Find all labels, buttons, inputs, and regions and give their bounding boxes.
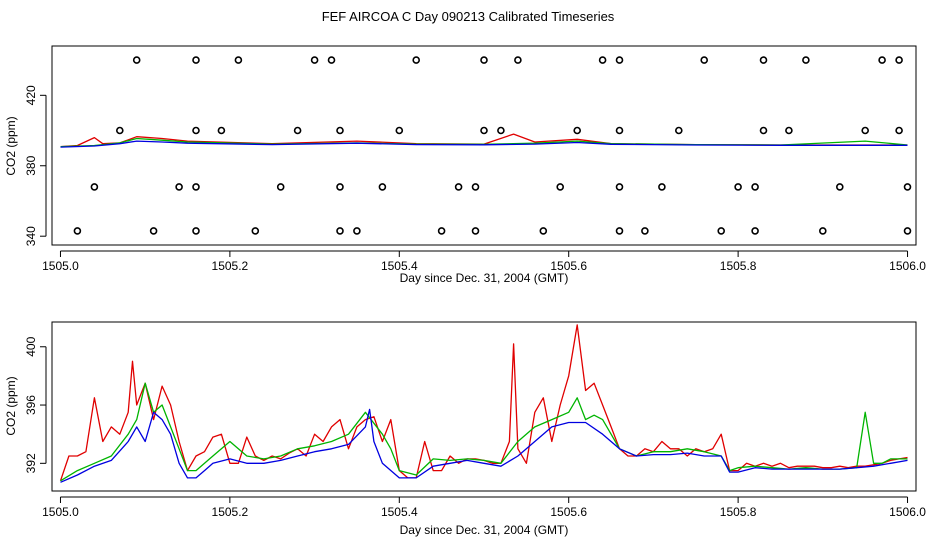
blue-series-line [60, 140, 908, 148]
standard-point [751, 227, 759, 235]
standard-point [674, 126, 683, 135]
x-tick-label: 1506.0 [889, 505, 926, 519]
standard-point [395, 126, 404, 135]
standard-point [412, 56, 421, 64]
standard-point [734, 183, 742, 191]
standard-point [717, 227, 726, 235]
standard-point [192, 126, 200, 135]
standard-point [336, 227, 344, 235]
x-tick-label: 1505.6 [550, 259, 587, 273]
x-tick-label: 1506.0 [889, 259, 926, 273]
standard-point [310, 56, 319, 64]
red-series-line [59, 324, 908, 482]
standard-point [878, 56, 886, 64]
standard-point [658, 183, 666, 191]
series-lines [60, 133, 908, 148]
x-tick-label: 1505.2 [212, 259, 249, 273]
standard-point [480, 126, 488, 135]
standard-point [276, 183, 285, 191]
x-axis: 1505.0 1505.2 1505.4 1505.6 1505.8 1506.0 [42, 496, 926, 519]
standard-point [835, 183, 844, 191]
standard-point [353, 227, 361, 235]
standard-point [234, 56, 243, 64]
standard-point [471, 227, 480, 235]
x-tick-label: 1505.6 [550, 505, 587, 519]
standard-point [336, 183, 344, 191]
standard-point [327, 56, 336, 64]
x-axis: 1505.0 1505.2 1505.4 1505.6 1505.8 1506.0 [42, 250, 926, 273]
x-tick-label: 1505.0 [42, 259, 79, 273]
x-tick-label: 1505.8 [720, 259, 757, 273]
y-tick-label: 420 [24, 85, 38, 105]
y-tick-label: 396 [24, 395, 38, 415]
standard-point [116, 126, 124, 135]
standard-point [802, 56, 810, 64]
y-tick-label: 392 [24, 453, 38, 473]
standard-points [73, 56, 912, 235]
y-axis: 340 380 420 [24, 85, 47, 246]
standard-point [903, 183, 912, 191]
timeseries-panel-top: 1505.0 1505.2 1505.4 1505.6 1505.8 1506.0 340… [4, 45, 926, 285]
standard-point [73, 227, 82, 235]
series-lines [59, 324, 908, 483]
standard-point [497, 126, 505, 135]
y-axis-label: CO2 (ppm) [4, 116, 18, 175]
x-tick-label: 1505.0 [42, 505, 79, 519]
standard-point [895, 56, 903, 64]
standard-point [751, 183, 759, 191]
standard-point [471, 183, 480, 191]
y-tick-label: 380 [24, 155, 38, 175]
standard-point [437, 227, 446, 235]
y-axis-label: CO2 (ppm) [4, 376, 18, 435]
x-tick-label: 1505.4 [381, 259, 418, 273]
standard-point [336, 126, 344, 135]
x-tick-label: 1505.8 [720, 505, 757, 519]
plot-frame [51, 45, 917, 246]
y-tick-label: 340 [24, 226, 38, 246]
y-axis: 392 396 400 [24, 336, 47, 473]
standard-point [818, 227, 827, 235]
standard-point [149, 227, 158, 235]
x-axis-label: Day since Dec. 31, 2004 (GMT) [400, 523, 569, 537]
standard-point [192, 56, 200, 64]
standard-point [251, 227, 260, 235]
standard-point [192, 227, 200, 235]
standard-point [759, 56, 768, 64]
standard-point [192, 183, 200, 191]
x-tick-label: 1505.4 [381, 505, 418, 519]
standard-point [895, 126, 903, 135]
standard-point [514, 56, 522, 64]
standard-point [539, 227, 548, 235]
standard-point [903, 227, 912, 235]
standard-point [90, 183, 99, 191]
standard-point [378, 183, 387, 191]
standard-point [861, 126, 870, 135]
standard-point [132, 56, 141, 64]
standard-point [785, 126, 793, 135]
x-axis-label: Day since Dec. 31, 2004 (GMT) [400, 271, 569, 285]
standard-point [293, 126, 302, 135]
standard-point [556, 183, 565, 191]
standard-point [700, 56, 709, 64]
plot-frame [51, 321, 917, 492]
standard-point [480, 56, 488, 64]
x-tick-label: 1505.2 [212, 505, 249, 519]
standard-point [598, 56, 607, 64]
standard-point [641, 227, 649, 235]
standard-point [217, 126, 226, 135]
standard-point [759, 126, 768, 135]
standard-point [175, 183, 183, 191]
standard-point [615, 227, 624, 235]
standard-point [615, 126, 624, 135]
page-title: FEF AIRCOA C Day 090213 Calibrated Times… [321, 9, 615, 24]
y-tick-label: 400 [24, 336, 38, 356]
standard-point [573, 126, 582, 135]
green-series-line [60, 382, 908, 482]
blue-series-line [60, 408, 908, 483]
standard-point [615, 56, 624, 64]
standard-point [454, 183, 463, 191]
timeseries-panel-bottom: 1505.0 1505.2 1505.4 1505.6 1505.8 1506.0 392… [4, 321, 926, 537]
standard-point [615, 183, 624, 191]
